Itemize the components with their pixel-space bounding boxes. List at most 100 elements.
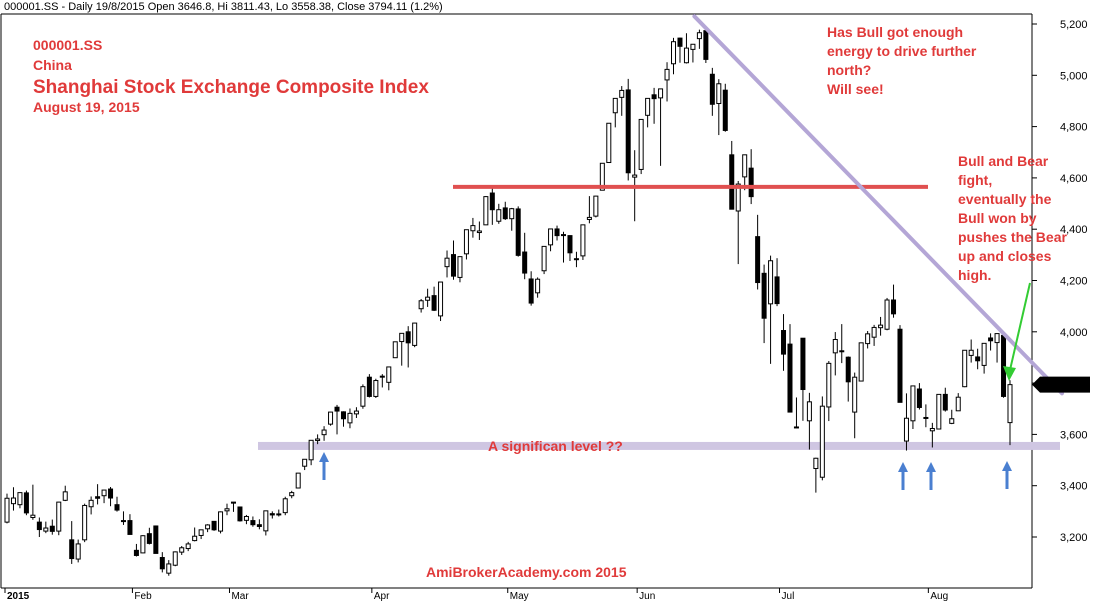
- candle: [205, 524, 211, 533]
- candle-body: [120, 520, 126, 523]
- candle-body: [250, 520, 256, 526]
- candle: [722, 83, 728, 132]
- candle-body: [133, 549, 139, 556]
- up-arrow-head: [1002, 461, 1012, 471]
- candle-body: [774, 276, 780, 305]
- candle-body: [560, 234, 567, 237]
- candle: [923, 404, 929, 428]
- candle-body: [211, 520, 217, 531]
- candle-body: [515, 208, 521, 256]
- candle-body: [800, 337, 806, 391]
- candle-body: [62, 491, 68, 501]
- candle-body: [418, 300, 424, 310]
- candle-body: [878, 324, 884, 329]
- candle-body: [269, 513, 275, 516]
- candle: [470, 217, 476, 238]
- candle: [781, 314, 787, 371]
- candle: [735, 180, 741, 265]
- candle-body: [82, 504, 88, 541]
- last-price-marker: [1032, 376, 1090, 393]
- candle-body: [632, 174, 638, 178]
- candle: [871, 324, 877, 346]
- candle-body: [936, 393, 942, 430]
- candle-body: [658, 88, 664, 99]
- candle-body: [463, 229, 469, 255]
- y-tick-label: 3,600: [1060, 429, 1088, 441]
- candle: [269, 511, 275, 519]
- candle-body: [593, 195, 599, 217]
- candle-body: [114, 504, 120, 511]
- candle-body: [696, 32, 702, 40]
- y-tick-label: 5,000: [1060, 70, 1088, 82]
- last-price-label: 3794.11: [1049, 380, 1088, 392]
- candle-body: [10, 497, 16, 505]
- candle-body: [535, 278, 541, 294]
- candle: [315, 434, 321, 445]
- candle-body: [496, 209, 502, 222]
- candle-body: [813, 457, 819, 470]
- y-tick-label: 4,000: [1060, 327, 1088, 339]
- candle: [198, 529, 204, 540]
- candle: [489, 185, 495, 225]
- candle: [567, 235, 573, 262]
- candle-body: [56, 501, 62, 532]
- candle: [10, 487, 16, 511]
- candle: [399, 332, 405, 366]
- candle-body: [386, 366, 392, 383]
- candle: [768, 255, 774, 364]
- candle-body: [140, 535, 146, 554]
- candle: [787, 324, 793, 413]
- candle-body: [755, 236, 761, 284]
- candle-body: [321, 429, 327, 436]
- candle: [696, 29, 702, 49]
- candle: [17, 492, 23, 509]
- candle: [703, 30, 709, 63]
- candle: [1007, 380, 1013, 446]
- chart-date: August 19, 2015: [33, 99, 140, 115]
- candle-body: [768, 260, 774, 305]
- candle-body: [619, 89, 625, 98]
- candle-body: [819, 405, 825, 478]
- candle-body: [438, 281, 444, 317]
- candle: [554, 225, 560, 241]
- candle: [813, 457, 819, 493]
- candle-body: [295, 472, 301, 489]
- candles-layer: [4, 29, 1013, 576]
- candle: [806, 392, 812, 450]
- up-arrow-head: [319, 452, 329, 462]
- candle-body: [567, 235, 573, 254]
- x-month-label: 2015: [7, 591, 30, 602]
- candle: [418, 298, 424, 313]
- candle: [82, 503, 88, 543]
- candle: [405, 326, 411, 368]
- candle-body: [392, 341, 398, 359]
- candle-body: [88, 499, 94, 508]
- candle: [373, 378, 379, 398]
- candle: [211, 520, 217, 531]
- candle-body: [230, 501, 236, 504]
- candle-body: [224, 508, 230, 512]
- candle: [929, 422, 935, 448]
- candle: [845, 356, 851, 402]
- candle: [664, 62, 670, 102]
- candle-body: [412, 322, 418, 346]
- candle: [340, 411, 346, 427]
- candle-body: [729, 154, 735, 210]
- candle: [891, 284, 897, 318]
- chart-title: Shanghai Stock Exchange Composite Index: [33, 77, 429, 98]
- candle: [412, 322, 418, 348]
- candle-body: [308, 439, 314, 461]
- candle: [548, 228, 554, 252]
- candle-body: [1001, 334, 1007, 397]
- footer-credit: AmiBrokerAcademy.com 2015: [426, 564, 627, 580]
- candle: [593, 195, 599, 218]
- candle: [981, 342, 987, 374]
- candle: [761, 264, 767, 344]
- candle: [586, 196, 592, 224]
- candle-body: [522, 251, 528, 274]
- candle-body: [476, 230, 482, 234]
- text-layer: 3794.11 000001.SS China Shanghai Stock Exch…: [33, 24, 1090, 580]
- candle: [120, 511, 126, 525]
- annotation-line: up and closes: [958, 248, 1052, 264]
- candle: [302, 458, 308, 471]
